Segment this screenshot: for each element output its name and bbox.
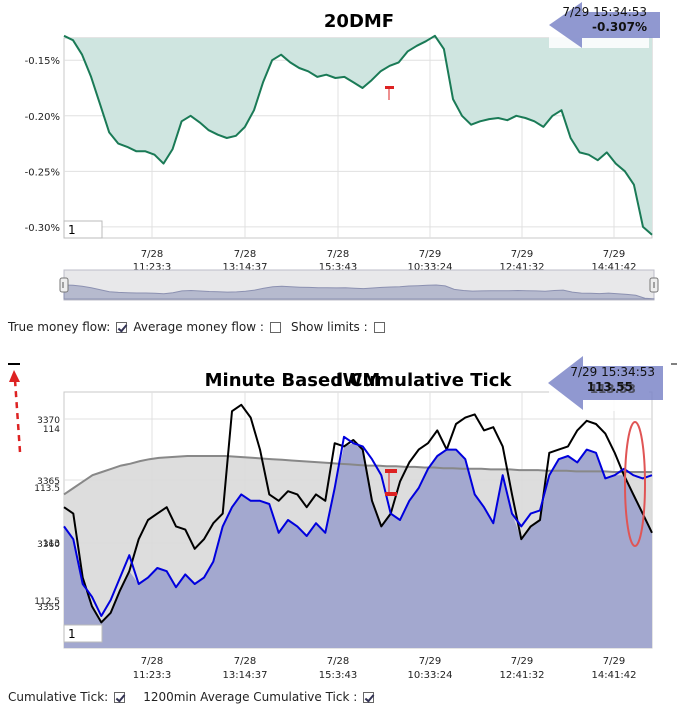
top-zoom-input[interactable]: 1: [63, 220, 103, 239]
bottom-x-tick-time: 10:33:24: [408, 670, 453, 681]
bottom-value-badge: 7/29 15:34:53 113.53 113.55: [548, 355, 663, 411]
top-value-badge: 7/29 15:34:53 -0.307%: [549, 2, 660, 48]
top-x-tick-time: 12:41:32: [500, 262, 545, 273]
top-x-tick-time: 10:33:24: [408, 262, 453, 273]
top-x-tick-time: 15:3:43: [319, 262, 358, 273]
bottom-y-axis: 3370 3365 3360 3355 114 113.5 113 112.5: [34, 416, 60, 613]
flow-area-fill: [64, 35, 652, 235]
red-dashed-arrow-icon: [9, 370, 22, 453]
bottom-flag-marker-upper: [385, 469, 397, 473]
bottom-x-tick-time: 13:14:37: [223, 670, 268, 681]
top-y-tick-label: -0.30%: [25, 223, 60, 234]
bottom-x-tick-date: 7/28: [234, 656, 256, 667]
top-navigator[interactable]: [59, 269, 659, 301]
bottom-zoom-input-box[interactable]: [63, 624, 103, 643]
bottom-x-tick-date: 7/29: [603, 656, 625, 667]
top-y-tick-label: -0.25%: [25, 167, 60, 178]
bottom-x-tick-date: 7/28: [141, 656, 163, 667]
bottom-x-tick-date: 7/29: [419, 656, 441, 667]
bottom-signal-flags: [385, 469, 397, 496]
bottom-x-tick-time: 11:23:3: [133, 670, 172, 681]
show-limits-label: Show limits :: [290, 320, 368, 334]
bottom-y-tick-label-front: 113.5: [34, 484, 60, 494]
top-x-tick-date: 7/28: [141, 249, 163, 260]
bottom-x-axis: 7/28 11:23:3 7/28 13:14:37 7/28 15:3:43 7/29 10…: [133, 656, 637, 681]
top-controls: True money flow: Average money flow : Sh…: [8, 320, 387, 334]
navigator-left-handle[interactable]: [59, 277, 69, 293]
bottom-x-tick-time: 15:3:43: [319, 670, 358, 681]
top-x-tick-time: 11:23:3: [133, 262, 172, 273]
top-flag-marker: [385, 86, 394, 89]
bottom-y-tick-label-back: 3360: [37, 540, 60, 550]
bottom-badge-time: 7/29 15:34:53: [570, 365, 655, 379]
avg-cumulative-tick-checkbox[interactable]: [363, 691, 375, 703]
top-zoom-input-box[interactable]: [63, 220, 103, 239]
bottom-x-tick-time: 14:41:42: [592, 670, 637, 681]
highlight-ellipse-annotation: [624, 421, 646, 547]
top-x-tick-time: 14:41:42: [592, 262, 637, 273]
true-money-flow-checkbox[interactable]: [116, 321, 128, 333]
top-chart-title: 20DMF: [324, 11, 394, 32]
bottom-y-tick-label-back: 3355: [37, 603, 60, 613]
bottom-controls: Cumulative Tick: 1200min Average Cumulat…: [8, 690, 376, 704]
top-x-tick-date: 7/29: [603, 249, 625, 260]
average-money-flow-label: Average money flow :: [133, 320, 264, 334]
iwm-price-line: [63, 435, 653, 617]
top-badge-value: -0.307%: [592, 20, 647, 34]
average-money-flow-checkbox[interactable]: [269, 321, 281, 333]
top-badge-time: 7/29 15:34:53: [562, 5, 647, 19]
cumulative-tick-checkbox[interactable]: [114, 691, 126, 703]
show-limits-checkbox[interactable]: [373, 321, 385, 333]
bottom-chart-title-front: IWM: [336, 370, 380, 391]
top-badge-arrow-icon: [549, 2, 660, 48]
top-x-tick-date: 7/28: [327, 249, 349, 260]
tick-area-fill: [64, 443, 652, 648]
top-signal-flags: [385, 86, 394, 100]
top-x-tick-time: 13:14:37: [223, 262, 268, 273]
true-money-flow-label: True money flow:: [8, 320, 111, 334]
flow-series-line: [63, 34, 653, 236]
top-x-tick-date: 7/29: [511, 249, 533, 260]
top-y-axis: -0.15% -0.20% -0.25% -0.30%: [25, 56, 60, 234]
top-chart: -0.15%-0.20%-0.25%-0.30% 7/2811:23:37/28…: [0, 0, 677, 310]
top-x-tick-date: 7/29: [419, 249, 441, 260]
top-zoom-input-value: 1: [68, 223, 76, 237]
bottom-chart-title-back: Minute Based Cumulative Tick: [205, 370, 513, 391]
bottom-chart: 3370 3365 3360 3355 114 113.5 113 112.5 7/28 11:…: [8, 355, 677, 681]
cumulative-tick-label: Cumulative Tick:: [8, 690, 109, 704]
top-y-tick-label: -0.20%: [25, 112, 60, 123]
bottom-badge-value-front: 113.55: [587, 380, 633, 394]
top-x-axis: 7/28 11:23:3 7/28 13:14:37 7/28 15:3:43 7/29 10…: [133, 249, 637, 273]
bottom-x-tick-date: 7/28: [327, 656, 349, 667]
bottom-y-tick-label-front: 112.5: [34, 597, 60, 607]
bottom-y-tick-label-back: 3370: [37, 416, 60, 426]
bottom-y-tick-label-back: 3365: [37, 477, 60, 487]
bottom-badge-value-back: 113.53: [590, 382, 636, 396]
bottom-x-tick-date: 7/29: [511, 656, 533, 667]
avg-cumulative-tick-line: [63, 455, 652, 496]
top-y-tick-label: -0.15%: [25, 56, 60, 67]
bottom-zoom-input-value: 1: [68, 627, 76, 641]
bottom-zoom-input[interactable]: 1: [63, 624, 103, 643]
bottom-y-tick-label-front: 113: [43, 539, 60, 549]
bottom-badge-arrow-icon: [548, 356, 663, 410]
bottom-flag-marker-lower: [385, 492, 397, 496]
avg-cumulative-tick-label: 1200min Average Cumulative Tick :: [143, 690, 358, 704]
bottom-x-tick-time: 12:41:32: [500, 670, 545, 681]
bottom-y-tick-label-front: 114: [43, 425, 60, 435]
navigator-series: [63, 284, 655, 300]
top-x-tick-date: 7/28: [234, 249, 256, 260]
